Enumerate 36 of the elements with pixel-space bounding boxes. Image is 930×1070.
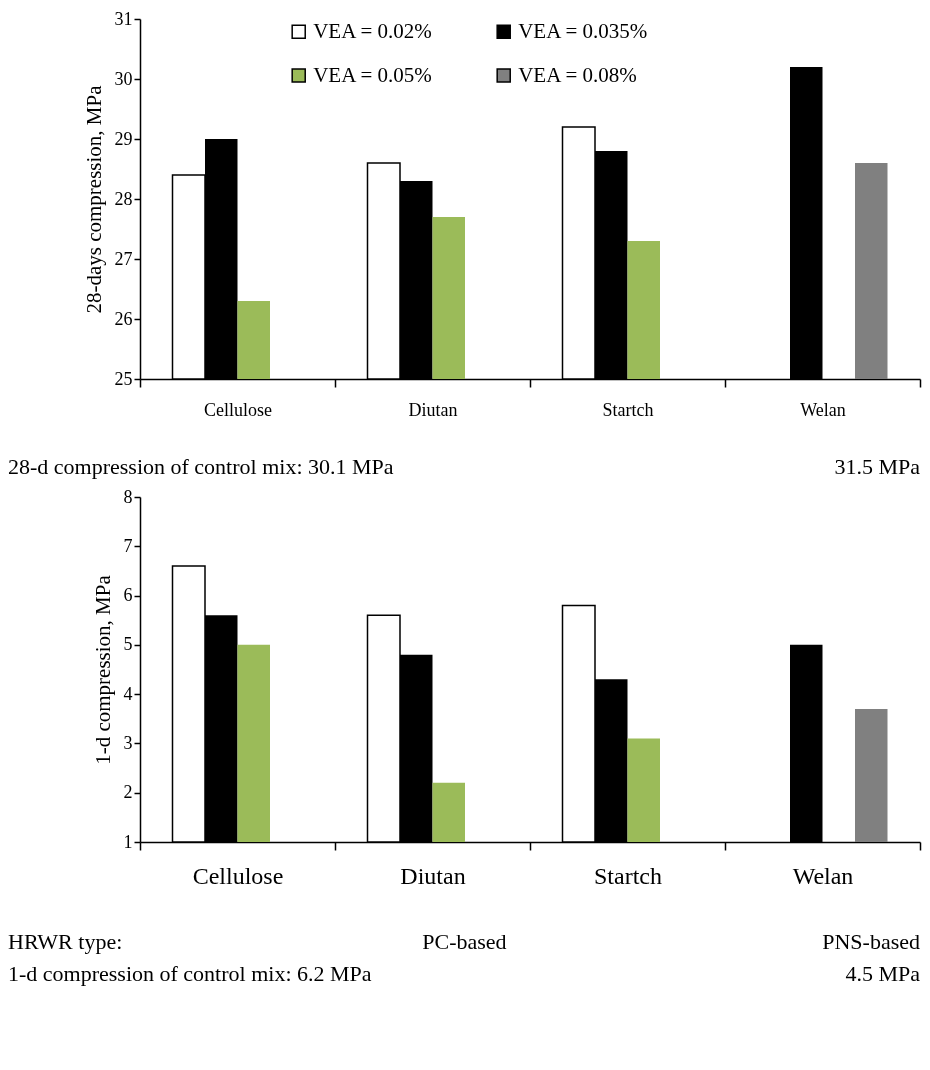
y-tick-label: 8 [123,486,133,507]
y-tick-label: 6 [123,585,133,606]
x-tick-label: Startch [594,862,662,889]
y-tick-label: 3 [123,732,133,753]
text: 28-d compression of control mix: 30.1 MPa [8,454,394,479]
y-tick-label: 25 [114,368,133,389]
x-tick-label: Cellulose [192,862,284,889]
y-tick-label: 7 [123,535,133,556]
x-tick-label: Startch [602,399,654,420]
x-tick-label: Cellulose [204,399,272,420]
y-tick-label: 29 [114,128,133,149]
y-tick-label: 30 [114,68,133,89]
y-tick-label: 1 [123,831,133,852]
text: 31.5 MPa [834,454,921,479]
y-tick-label: 2 [123,782,133,803]
text: 4.5 MPa [845,961,921,986]
legend-label: VEA = 0.02% [313,18,432,43]
text: PNS-based [822,929,920,954]
text: 1-d compression of control mix: 6.2 MPa [8,961,372,986]
x-tick-label: Welan [792,862,854,889]
y-tick-label: 28 [114,188,133,209]
text: PC-based [422,929,507,954]
x-tick-label: Diutan [400,862,466,889]
legend-label: VEA = 0.035% [518,18,648,43]
y-tick-label: 5 [123,634,133,655]
x-tick-label: Diutan [408,399,458,420]
y-tick-label: 31 [114,8,133,29]
y-tick-label: 4 [123,683,133,704]
text: HRWR type: [8,929,123,954]
y-axis-title: 28-days compression, MPa [81,84,106,314]
legend-label: VEA = 0.08% [518,62,637,87]
y-tick-label: 26 [114,308,133,329]
y-tick-label: 27 [114,248,133,269]
x-tick-label: Welan [800,399,846,420]
legend-label: VEA = 0.05% [313,62,432,87]
y-axis-title: 1-d compression, MPa [90,574,115,765]
